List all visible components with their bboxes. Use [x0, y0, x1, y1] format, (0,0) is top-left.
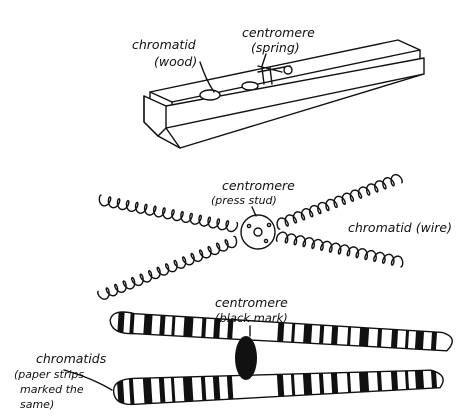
strip-band [358, 323, 370, 352]
paper-strip-upper [109, 311, 453, 354]
strip-band [117, 311, 125, 337]
strip-chromatids-leader [63, 369, 113, 391]
peg-chromatid-label: chromatid [132, 37, 196, 52]
strip-band [212, 314, 221, 343]
black-mark-centromere [235, 336, 257, 380]
strip-band [376, 359, 383, 394]
strip-band [143, 311, 153, 339]
peg-notches [199, 81, 259, 101]
peg-chromatid-leader [199, 61, 215, 93]
strip-band [159, 311, 166, 340]
strip-band [430, 359, 438, 391]
strip-band [276, 318, 285, 347]
strip-band [129, 311, 135, 338]
wire-centromere-material-label: (press stud) [211, 194, 277, 207]
strip-band [183, 312, 194, 342]
peg-centromere-label: centromere [242, 25, 315, 40]
peg-chromatid-material-label: (wood) [154, 54, 197, 69]
paper-strips-model: centromere (black mark) chromatids (pape… [14, 295, 453, 411]
strip-band [404, 359, 410, 392]
strip-band [414, 326, 425, 354]
strip-band [318, 362, 325, 397]
wire-centromere-leader [251, 206, 257, 217]
strip-centromere-material-label: (black mark) [215, 311, 288, 325]
strip-band [318, 321, 325, 350]
paper-strip-lower [112, 359, 444, 408]
strip-band [276, 365, 285, 400]
strip-band [212, 369, 221, 404]
strip-band [171, 311, 176, 341]
strip-band [158, 372, 166, 407]
strip-chromatids-material-2: marked the [20, 383, 84, 396]
wire-centromere-label: centromere [222, 178, 295, 193]
strip-band [330, 361, 339, 397]
strip-band [170, 371, 176, 407]
strip-chromatids-label: chromatids [36, 351, 107, 366]
wire-coil-3 [275, 231, 404, 268]
strip-chromatids-material-1: (paper strips [14, 368, 84, 381]
wire-chromatids [97, 173, 404, 300]
strip-band [290, 319, 296, 348]
strip-band [346, 322, 352, 351]
strip-band [358, 360, 370, 395]
strip-band [142, 373, 153, 408]
clothes-peg-model: chromatid (wood) centromere (spring) [132, 25, 425, 149]
strip-band [226, 368, 234, 403]
strip-band [302, 320, 313, 349]
strip-band [226, 315, 234, 344]
strip-band [390, 325, 399, 354]
strip-band [404, 326, 410, 354]
strip-band [302, 363, 313, 398]
strip-band [330, 321, 339, 351]
strip-band [200, 313, 207, 342]
wire-coil-2 [276, 173, 403, 230]
strip-band [414, 359, 425, 392]
strip-chromatids-material-3: same) [20, 398, 54, 411]
peg-centromere-leader [261, 53, 267, 67]
wire-model: centromere (press stud) chromatid (wire) [97, 173, 452, 300]
press-stud [240, 214, 276, 250]
strip-band [346, 361, 352, 396]
wire-coil-4 [97, 235, 238, 300]
strip-centromere-label: centromere [215, 295, 288, 310]
strip-band [376, 324, 383, 353]
wire-chromatid-label: chromatid (wire) [348, 220, 452, 235]
strip-band [390, 359, 399, 393]
strip-band [128, 374, 135, 408]
strip-band [182, 370, 194, 406]
strip-band [290, 364, 296, 399]
wire-coil-1 [98, 194, 239, 233]
strip-band [430, 327, 438, 354]
peg-centromere-material-label: (spring) [251, 40, 300, 55]
peg-spring [257, 65, 293, 85]
strip-band [200, 370, 207, 405]
